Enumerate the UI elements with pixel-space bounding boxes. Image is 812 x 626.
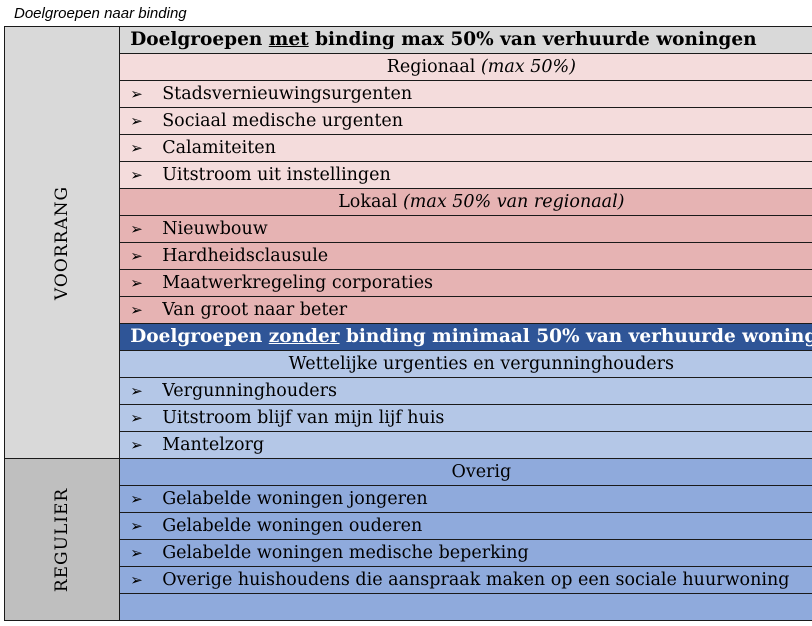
table-row: ➢ Nieuwbouw xyxy=(5,215,812,243)
voorrang-label: VOORRANG xyxy=(52,185,73,300)
list-item: ➢ Nieuwbouw xyxy=(119,215,812,243)
subheader-note: (max 50% van regionaal) xyxy=(402,192,625,212)
arrow-bullet-icon: ➢ xyxy=(130,301,143,319)
subheader-regionaal: Regionaal (max 50%) xyxy=(119,53,812,81)
table-row: ➢ Vergunninghouders xyxy=(5,377,812,405)
list-item: ➢ Gelabelde woningen ouderen xyxy=(119,512,812,540)
arrow-bullet-icon: ➢ xyxy=(130,139,143,157)
table-row: Wettelijke urgenties en vergunninghouder… xyxy=(5,350,812,378)
item-label: Uitstroom blijf van mijn lijf huis xyxy=(162,408,445,428)
subheader-label: Regionaal xyxy=(386,57,481,77)
section-header-met: Doelgroepen met binding max 50% van verh… xyxy=(119,26,812,54)
item-label: Vergunninghouders xyxy=(162,381,338,401)
table-row: ➢ Hardheidsclausule xyxy=(5,242,812,270)
list-item: ➢ Stadsvernieuwingsurgenten xyxy=(119,80,812,108)
list-item: ➢ Gelabelde woningen medische beperking xyxy=(119,539,812,567)
arrow-bullet-icon: ➢ xyxy=(130,382,143,400)
table-row: ➢ Uitstroom uit instellingen xyxy=(5,161,812,189)
arrow-bullet-icon: ➢ xyxy=(130,274,143,292)
table-row: ➢ Calamiteiten xyxy=(5,134,812,162)
arrow-bullet-icon: ➢ xyxy=(130,85,143,103)
arrow-bullet-icon: ➢ xyxy=(130,571,143,589)
table-row: ➢ Sociaal medische urgenten xyxy=(5,107,812,135)
item-label: Gelabelde woningen medische beperking xyxy=(162,543,529,563)
subheader-overig: Overig xyxy=(119,458,812,486)
table-row: ➢ Gelabelde woningen medische beperking xyxy=(5,539,812,567)
arrow-bullet-icon: ➢ xyxy=(130,436,143,454)
list-item: ➢ Uitstroom uit instellingen xyxy=(119,161,812,189)
list-item: ➢ Overige huishoudens die aanspraak maken… xyxy=(119,566,812,594)
table-row: ➢ Stadsvernieuwingsurgenten xyxy=(5,80,812,108)
header-text: binding minimaal 50% van verhuurde wonin… xyxy=(339,326,812,347)
arrow-bullet-icon: ➢ xyxy=(130,490,143,508)
item-label: Sociaal medische urgenten xyxy=(162,111,403,131)
subheader-note: (max 50%) xyxy=(480,57,576,77)
list-item: ➢ Calamiteiten xyxy=(119,134,812,162)
table-row: ➢ Van groot naar beter xyxy=(5,296,812,324)
table-row: VOORRANG Doelgroepen met binding max 50%… xyxy=(3,26,812,459)
list-item: ➢ Hardheidsclausule xyxy=(119,242,812,270)
table-row: Doelgroepen zonder binding minimaal 50% … xyxy=(5,323,812,351)
doelgroepen-table: VOORRANG Doelgroepen met binding max 50%… xyxy=(3,26,812,621)
table-row: ➢ Gelabelde woningen jongeren xyxy=(5,485,812,513)
item-label: Hardheidsclausule xyxy=(162,246,329,266)
arrow-bullet-icon: ➢ xyxy=(130,166,143,184)
subheader-lokaal: Lokaal (max 50% van regionaal) xyxy=(119,188,812,216)
list-item: ➢ Vergunninghouders xyxy=(119,377,812,405)
item-label: Stadsvernieuwingsurgenten xyxy=(162,84,413,104)
voorrang-label-cell: VOORRANG xyxy=(3,26,121,459)
header-text: Doelgroepen xyxy=(130,326,269,347)
header-emphasis: zonder xyxy=(268,326,340,347)
list-item: ➢ Maatwerkregeling corporaties xyxy=(119,269,812,297)
table-row: ➢ Maatwerkregeling corporaties xyxy=(5,269,812,297)
table-row: ➢ Uitstroom blijf van mijn lijf huis xyxy=(5,404,812,432)
list-item: ➢ Van groot naar beter xyxy=(119,296,812,324)
arrow-bullet-icon: ➢ xyxy=(130,409,143,427)
item-label: Mantelzorg xyxy=(162,435,265,455)
regulier-label: REGULIER xyxy=(52,487,73,592)
item-label: Nieuwbouw xyxy=(162,219,268,239)
table-row: Regionaal (max 50%) xyxy=(5,53,812,81)
header-text: binding max 50% van verhuurde woningen xyxy=(308,29,757,50)
list-item: ➢ Mantelzorg xyxy=(119,431,812,459)
table-row: ➢ Overige huishoudens die aanspraak maken… xyxy=(5,566,812,594)
header-emphasis: met xyxy=(268,29,309,50)
table-row xyxy=(5,593,812,621)
table-row: ➢ Mantelzorg xyxy=(5,431,812,459)
regulier-label-cell: REGULIER xyxy=(3,458,121,621)
table-row: Lokaal (max 50% van regionaal) xyxy=(5,188,812,216)
item-label: Van groot naar beter xyxy=(162,300,348,320)
item-label: Gelabelde woningen ouderen xyxy=(162,516,423,536)
item-label: Gelabelde woningen jongeren xyxy=(162,489,428,509)
arrow-bullet-icon: ➢ xyxy=(130,220,143,238)
list-item: ➢ Gelabelde woningen jongeren xyxy=(119,485,812,513)
figure-caption: Doelgroepen naar binding xyxy=(14,5,187,22)
item-label: Calamiteiten xyxy=(162,138,276,158)
list-item: ➢ Sociaal medische urgenten xyxy=(119,107,812,135)
list-item: ➢ Uitstroom blijf van mijn lijf huis xyxy=(119,404,812,432)
item-label: Maatwerkregeling corporaties xyxy=(162,273,434,293)
subheader-wettelijk: Wettelijke urgenties en vergunninghouder… xyxy=(119,350,812,378)
table-row: REGULIER Overig xyxy=(3,458,812,621)
subheader-label: Lokaal xyxy=(338,192,403,212)
arrow-bullet-icon: ➢ xyxy=(130,247,143,265)
header-text: Doelgroepen xyxy=(130,29,269,50)
empty-row xyxy=(119,593,812,621)
arrow-bullet-icon: ➢ xyxy=(130,544,143,562)
item-label: Overige huishoudens die aanspraak maken … xyxy=(162,570,790,590)
table-row: ➢ Gelabelde woningen ouderen xyxy=(5,512,812,540)
item-label: Uitstroom uit instellingen xyxy=(162,165,391,185)
arrow-bullet-icon: ➢ xyxy=(130,517,143,535)
arrow-bullet-icon: ➢ xyxy=(130,112,143,130)
section-header-zonder: Doelgroepen zonder binding minimaal 50% … xyxy=(119,323,812,351)
